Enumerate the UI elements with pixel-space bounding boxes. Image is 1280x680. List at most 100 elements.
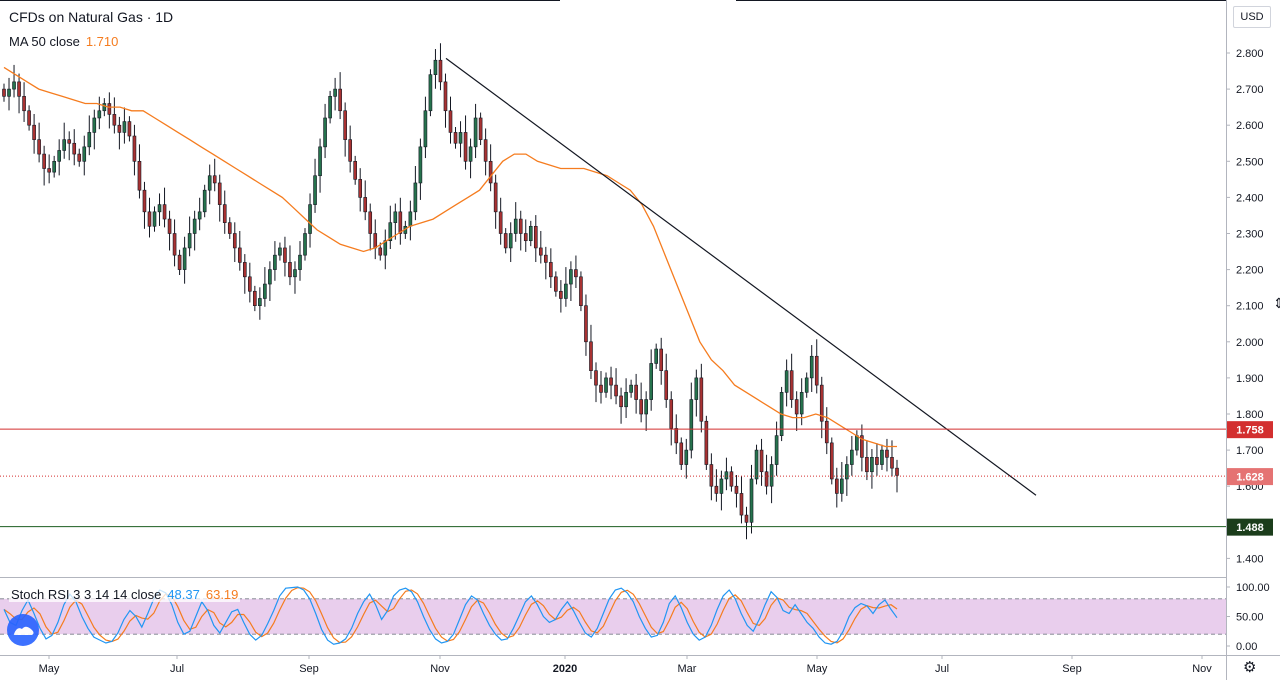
tradingview-logo-icon[interactable] [7,614,39,646]
candle-body [488,161,493,184]
candle-body [749,478,754,523]
currency-button[interactable]: USD [1233,6,1271,28]
candle-body [368,211,373,234]
candle-body [433,59,438,75]
candle-body [87,132,92,148]
osc-tick-label: 0.00 [1236,641,1257,653]
price-level-label: 1.628 [1236,472,1264,484]
candle-body [298,254,302,270]
candle-body [142,189,147,213]
stoch-rsi-legend[interactable]: Stoch RSI 3 3 14 14 close 48.37 63.19 [9,587,241,602]
candle-body [107,103,112,115]
candle-body [850,449,854,465]
price-level-label: 1.758 [1236,425,1264,437]
candle-body [313,175,317,205]
candle-body [293,269,297,278]
ma-legend[interactable]: MA 50 close 1.710 [9,34,118,49]
price-level-badge [1227,518,1273,536]
candle-body [714,485,719,494]
candle-body [22,96,26,112]
candle-body [804,377,809,393]
candle-body [2,88,6,97]
scale-drag-icon[interactable]: ⇕ [1273,295,1280,311]
candle-body [172,233,177,256]
candle-body [363,197,368,213]
candle-body [97,110,102,119]
candle-body [870,457,874,473]
candle-body [875,457,879,465]
candle-body [589,341,593,371]
candle-body [554,276,558,292]
candle-body [32,124,36,140]
candle-body [423,110,428,148]
settings-gear-icon[interactable]: ⚙ [1243,659,1257,676]
candle-body [328,96,332,119]
candle-body [498,211,503,234]
candle-body [443,81,448,112]
stoch-k-value: 48.37 [167,587,200,602]
candle-body [865,457,869,473]
candle-body [799,392,804,415]
candle-body [273,254,277,270]
candle-body [162,204,167,220]
candle-body [579,276,583,307]
symbol-label[interactable]: CFDs on Natural Gas · 1D [9,9,174,25]
candle-body [609,377,613,386]
candle-body [132,135,137,162]
candle-body [473,117,478,148]
candle-body [398,211,403,234]
candle-body [62,139,67,151]
candle-body [353,161,357,180]
candle-body [67,139,72,144]
x-tick-label: Nov [1192,663,1212,675]
candle-body [42,153,46,169]
candle-body [493,182,498,213]
candle-body [819,384,824,422]
candle-body [739,493,744,516]
candle-body [207,175,212,191]
candle-body [774,435,779,465]
candle-body [508,233,513,249]
price-level-badge [1227,421,1273,439]
candle-body [12,81,16,90]
candle-body [343,110,347,140]
candle-body [237,247,242,263]
candle-body [373,233,378,249]
candle-body [248,276,252,292]
candle-body [885,449,889,458]
y-tick-label: 1.900 [1236,373,1264,385]
candle-body [187,233,192,249]
candle-body [769,464,774,487]
candle-body [112,114,117,126]
candle-body [669,399,674,429]
candle-body [789,370,794,400]
candle-body [624,392,628,408]
candle-body [619,395,623,408]
candle-body [549,262,553,278]
candle-body [895,467,899,476]
candle-body [182,247,187,270]
candle-body [699,377,704,422]
candle-body [127,121,132,137]
candle-body [117,124,122,133]
candle-body [659,348,664,371]
candle-body [538,247,543,256]
candle-body [17,81,21,97]
candle-body [629,384,633,393]
candle-body [217,182,222,205]
candle-body [729,471,734,487]
candle-body [167,218,172,234]
candle-body [744,514,749,523]
candle-body [644,399,648,415]
candle-body [408,211,413,227]
candle-body [323,117,327,148]
candle-body [383,240,388,256]
candle-body [253,290,257,307]
candle-body [152,211,157,227]
candle-body [227,222,232,234]
y-tick-label: 2.100 [1236,301,1264,313]
candle-body [614,384,618,397]
candle-body [569,269,573,285]
ma-50-line [3,66,897,448]
